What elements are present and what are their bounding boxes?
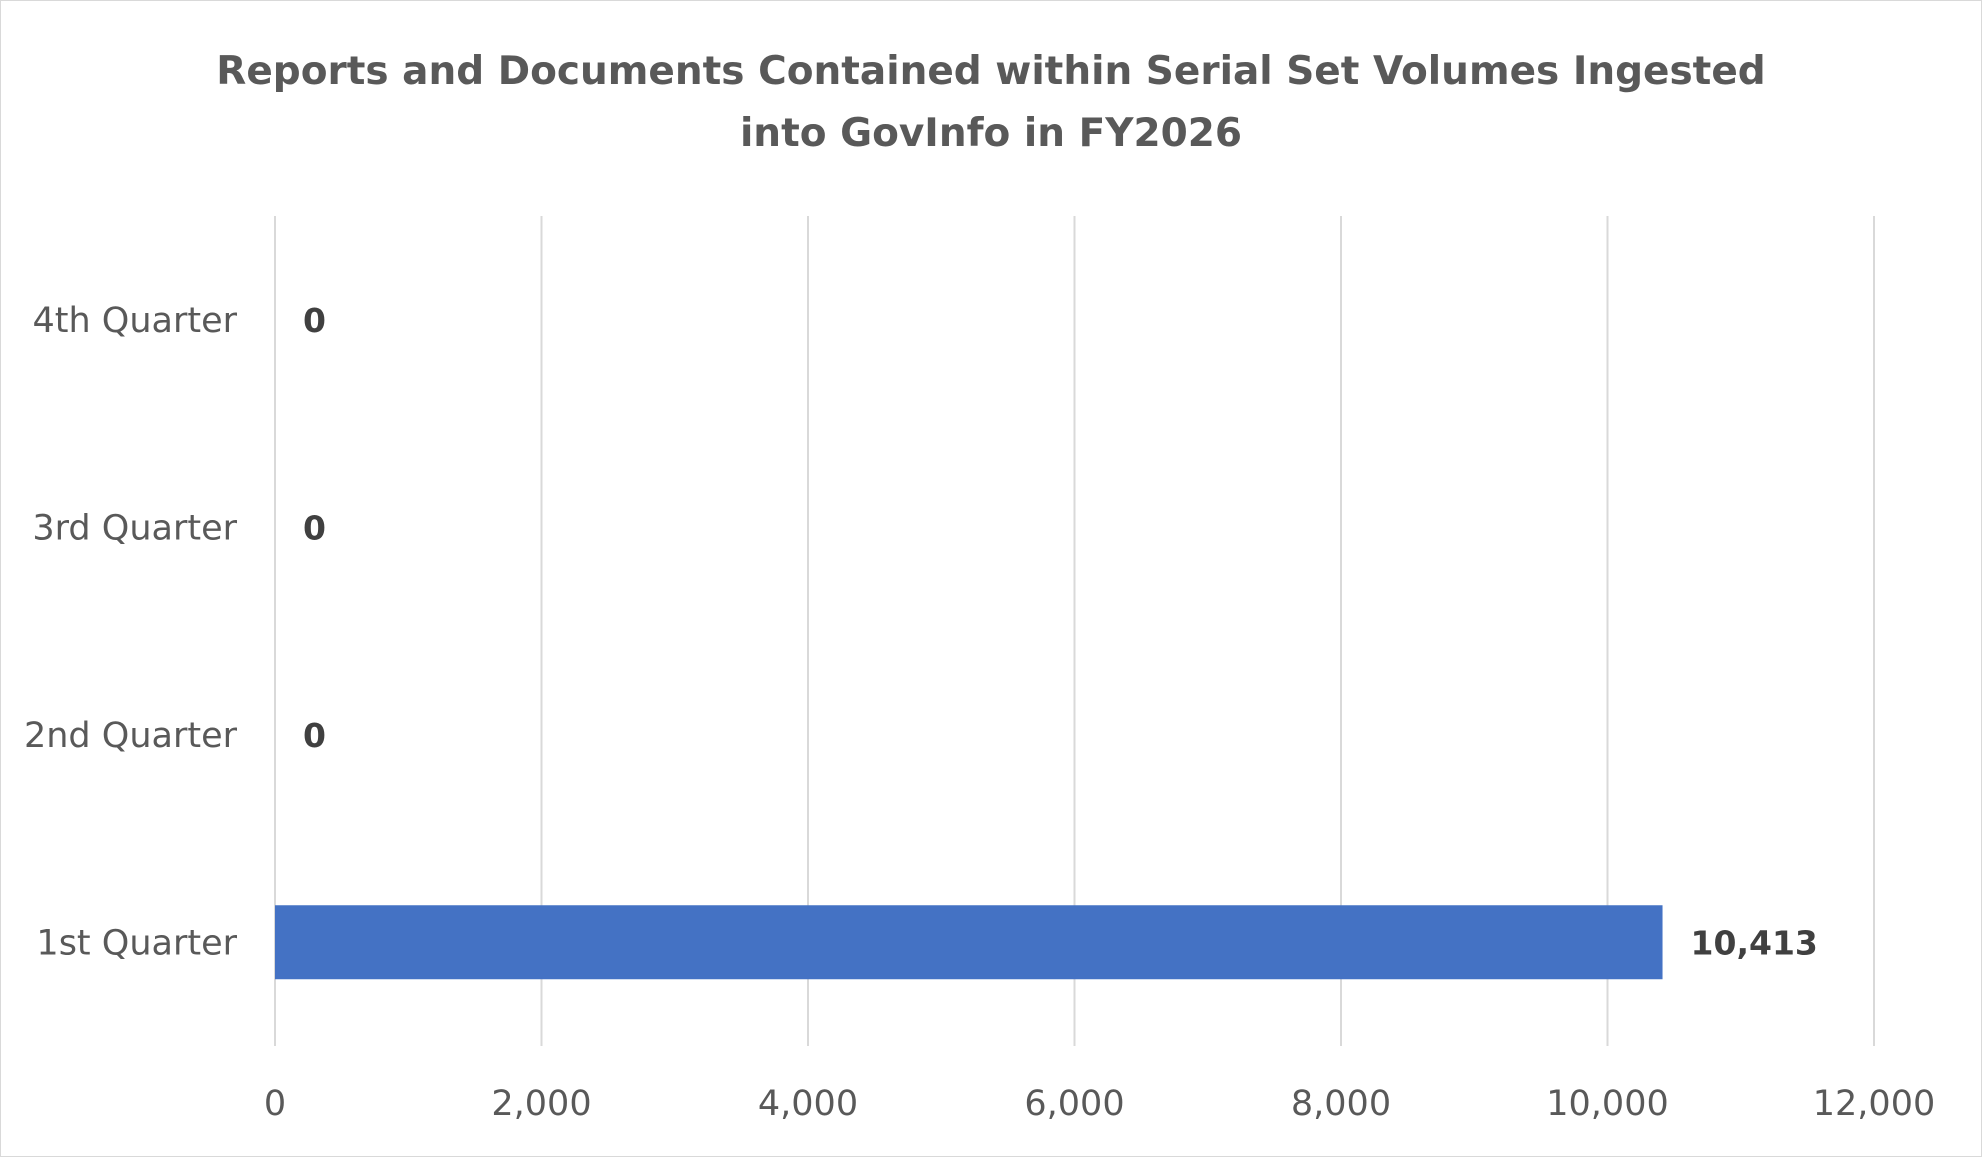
bar xyxy=(275,905,1663,980)
x-tick-label: 0 xyxy=(264,1084,286,1124)
bars xyxy=(275,905,1663,980)
y-category-label: 4th Quarter xyxy=(32,301,237,341)
bar-data-label: 0 xyxy=(303,301,326,340)
y-category-label: 3rd Quarter xyxy=(32,508,237,548)
y-category-label: 2nd Quarter xyxy=(24,716,238,756)
chart-title: Reports and Documents Contained within S… xyxy=(216,49,1766,156)
x-tick-label: 10,000 xyxy=(1546,1084,1668,1124)
x-tick-label: 8,000 xyxy=(1291,1084,1391,1124)
x-axis-tick-labels: 0 2,000 4,000 6,000 8,000 10,000 12,000 xyxy=(264,1084,1935,1124)
x-tick-label: 6,000 xyxy=(1024,1084,1124,1124)
bar-data-label: 10,413 xyxy=(1691,923,1818,962)
y-category-label: 1st Quarter xyxy=(36,923,237,963)
x-tick-label: 12,000 xyxy=(1813,1084,1935,1124)
bar-data-label: 0 xyxy=(303,716,326,755)
x-tick-label: 2,000 xyxy=(491,1084,591,1124)
x-tick-label: 4,000 xyxy=(758,1084,858,1124)
bar-data-label: 0 xyxy=(303,508,326,547)
data-labels: 10,413 0 0 0 xyxy=(303,301,1818,963)
y-axis-category-labels: 1st Quarter 2nd Quarter 3rd Quarter 4th Qua… xyxy=(24,301,238,964)
